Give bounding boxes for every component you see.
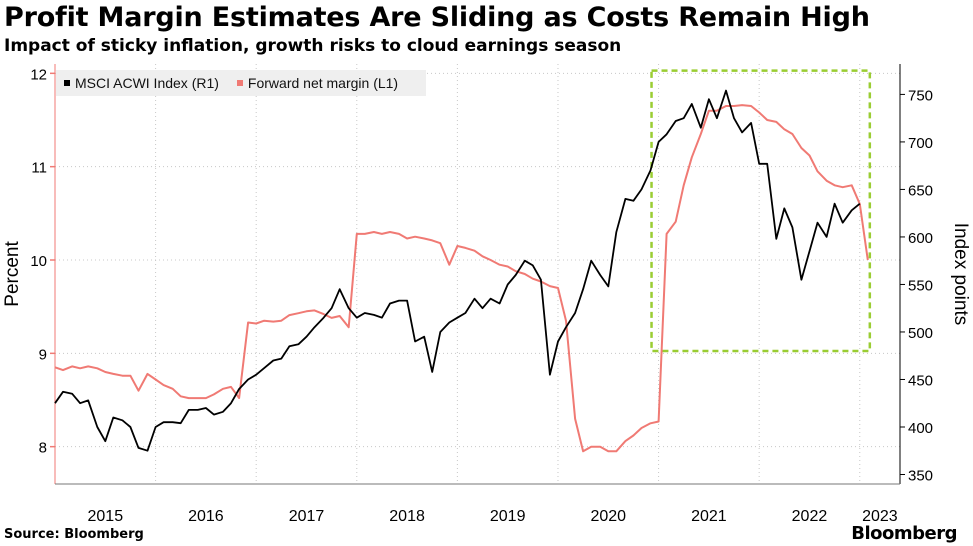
- x-tick-label-2018: 2018: [389, 508, 425, 525]
- x-tick-label-2023: 2023: [862, 508, 898, 525]
- left-tick-label-10: 10: [30, 253, 47, 270]
- legend-label-msci: MSCI ACWI Index (R1): [75, 75, 219, 91]
- right-tick-label-500: 500: [908, 325, 933, 342]
- legend-swatch-msci: [64, 80, 70, 86]
- legend-swatch-margin: [236, 80, 243, 86]
- grid-lines: [54, 64, 900, 484]
- x-tick-label-2015: 2015: [88, 508, 124, 525]
- right-tick-label-650: 650: [908, 182, 933, 199]
- bloomberg-logo: Bloomberg: [851, 523, 957, 544]
- right-tick-label-550: 550: [908, 277, 933, 294]
- right-tick-label-700: 700: [908, 135, 933, 152]
- right-tick-label-450: 450: [908, 372, 933, 389]
- x-tick-label-2017: 2017: [289, 508, 325, 525]
- right-axis-title: Index points: [950, 223, 971, 325]
- source-note: Source: Bloomberg: [4, 527, 144, 542]
- left-tick-label-9: 9: [39, 346, 47, 363]
- chart-subtitle: Impact of sticky inflation, growth risks…: [4, 36, 622, 56]
- x-tick-label-2020: 2020: [590, 508, 626, 525]
- right-tick-label-750: 750: [908, 87, 933, 104]
- legend-item-margin: Forward net margin (L1): [236, 75, 399, 91]
- x-tick-label-2019: 2019: [490, 508, 526, 525]
- axis-labels: 8 9 10 11 12 350 400 450 500 550 600 650 700 750 2015 2…: [2, 66, 971, 525]
- chart-title: Profit Margin Estimates Are Sliding as C…: [4, 2, 870, 33]
- x-tick-label-2021: 2021: [691, 508, 727, 525]
- legend-label-margin: Forward net margin (L1): [247, 75, 399, 91]
- left-tick-label-12: 12: [30, 66, 47, 83]
- legend-item-msci: MSCI ACWI Index (R1): [64, 75, 219, 91]
- left-tick-label-11: 11: [31, 160, 47, 177]
- series-line-forward-net-margin: [54, 104, 869, 453]
- left-tick-label-8: 8: [39, 440, 47, 457]
- left-axis-title: Percent: [2, 241, 23, 307]
- x-tick-label-2016: 2016: [188, 508, 224, 525]
- right-tick-label-400: 400: [908, 420, 933, 437]
- axes: [50, 64, 905, 485]
- right-tick-label-350: 350: [908, 467, 933, 484]
- series-line-msci-acwi: [54, 89, 861, 452]
- x-tick-label-2022: 2022: [792, 508, 828, 525]
- legend: MSCI ACWI Index (R1) Forward net margin …: [56, 70, 426, 96]
- series-lines: [54, 89, 869, 453]
- right-tick-label-600: 600: [908, 230, 933, 247]
